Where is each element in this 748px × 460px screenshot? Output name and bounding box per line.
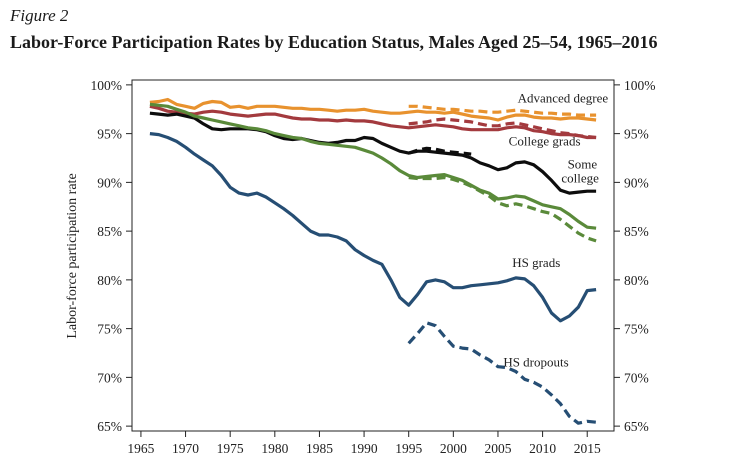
plot-frame [131,79,615,432]
x-tick-label: 1975 [217,441,244,456]
y-tick-label: 90% [97,175,122,190]
series-line-college-grads [149,104,597,140]
series-line-hs-grads-dashed [408,175,597,243]
y-tick-label-right: 75% [624,322,649,337]
y-tick-label-right: 100% [624,78,656,93]
series-annotation: Some [568,157,598,172]
series-annotation: Advanced degree [518,90,609,105]
series-annotation: College grads [509,133,581,148]
y-tick-label: 85% [97,224,122,239]
series-annotation: college [561,170,599,185]
y-tick-label: 100% [91,78,123,93]
y-tick-label-right: 65% [624,419,649,434]
x-tick-label: 1965 [127,441,154,456]
x-tick-label: 2015 [574,441,601,456]
y-axis-title: Labor-force participation rate [65,173,80,338]
x-tick-label: 1980 [261,441,288,456]
series-line-some-college-dashed [408,146,472,156]
series-line-advanced-degree [149,97,597,122]
y-tick-label-right: 80% [624,273,649,288]
x-tick-label: 1995 [395,441,422,456]
series-lines [149,97,597,425]
y-tick-label: 95% [97,127,122,142]
y-tick-label-right: 70% [624,370,649,385]
x-tick-label: 1970 [172,441,199,456]
x-tick-label: 2005 [484,441,511,456]
series-line-hs-grads [149,102,597,230]
series-annotation: HS grads [512,255,560,270]
y-tick-label: 65% [97,419,122,434]
y-tick-label: 80% [97,273,122,288]
series-line-some-college [149,111,597,195]
y-tick-label-right: 90% [624,175,649,190]
y-tick-label-right: 95% [624,127,649,142]
y-tick-label: 75% [97,322,122,337]
y-tick-label: 70% [97,370,122,385]
series-line-hs-dropouts-dashed [407,321,597,425]
figure-label: Figure 2 [10,6,69,25]
chart-title: Labor-Force Participation Rates by Educa… [10,32,658,52]
x-tick-label: 1990 [351,441,378,456]
y-tick-label-right: 85% [624,224,649,239]
series-line-hs-dropouts [149,132,597,323]
x-tick-label: 1985 [306,441,333,456]
x-tick-label: 2000 [440,441,467,456]
series-annotation: HS dropouts [503,355,568,370]
axes: 65% 65% 70% 70% 75% 75% 80% 80% 85% 85% 90% 90% 95% 9… [91,78,656,456]
x-tick-label: 2010 [529,441,556,456]
series-line-advanced-degree-dashed [408,104,597,117]
series-line-college-grads-dashed [408,117,597,140]
